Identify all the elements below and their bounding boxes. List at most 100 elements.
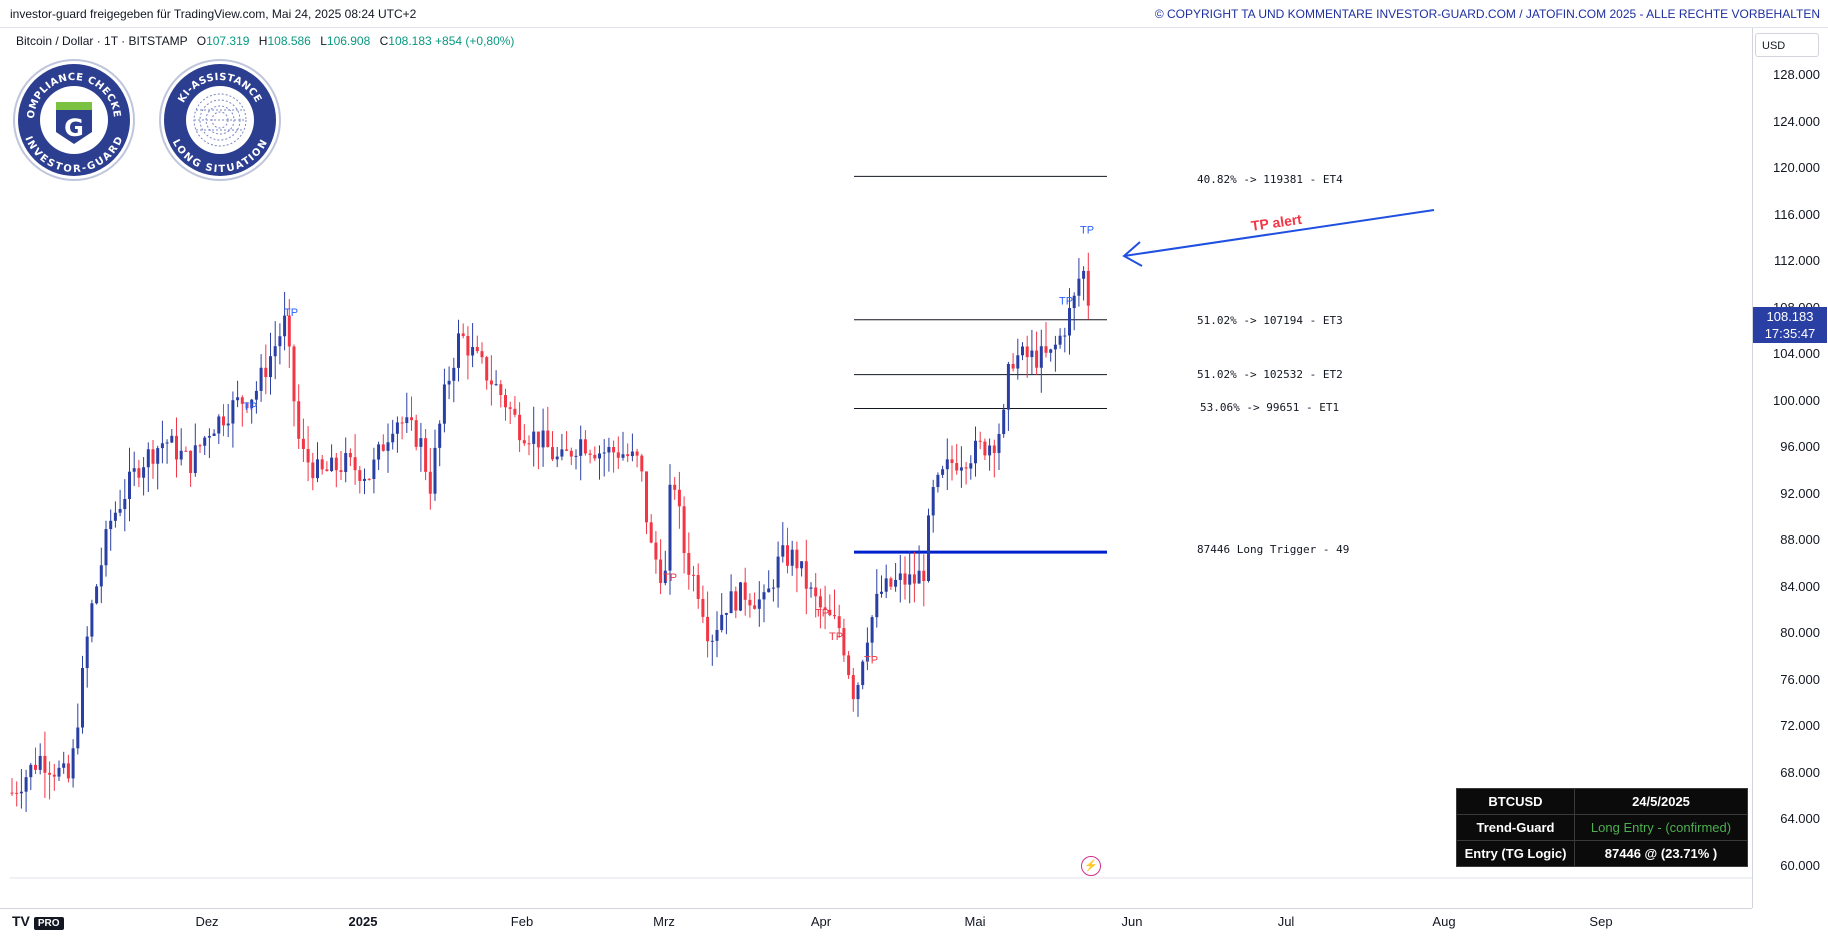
price-tick: 68.000: [1780, 764, 1820, 780]
candle-body: [776, 556, 780, 588]
candle-body: [724, 613, 728, 615]
candle-body: [931, 487, 935, 516]
candle-body: [499, 384, 503, 396]
candle-body: [847, 655, 851, 676]
candle-body: [34, 764, 37, 770]
candle-body: [753, 605, 757, 609]
candle-body: [762, 592, 766, 600]
candle-body: [767, 588, 771, 593]
candle-body: [231, 400, 235, 424]
candle-body: [471, 347, 475, 356]
candle-body: [306, 448, 310, 463]
candle-body: [579, 439, 583, 456]
candle-body: [217, 416, 221, 434]
time-label: Mai: [964, 914, 986, 929]
candle-body: [269, 356, 272, 378]
candle-body: [85, 636, 89, 668]
candle-body: [287, 315, 291, 347]
candle-body: [1035, 350, 1039, 368]
candle-body: [372, 459, 376, 480]
candle-body: [504, 395, 507, 408]
candle-body: [48, 772, 52, 775]
candle-body: [565, 449, 569, 451]
candle-body: [156, 448, 160, 464]
candle-body: [320, 459, 324, 470]
candle-body: [207, 435, 211, 438]
ohlc-legend[interactable]: Bitcoin / Dollar · 1T · BITSTAMP O107.31…: [16, 34, 514, 48]
candle-body: [555, 456, 559, 460]
candle-body: [442, 384, 446, 424]
logo-text: TV: [12, 913, 30, 929]
candle-body: [1016, 355, 1020, 369]
compliance-letter: G: [64, 114, 84, 142]
candle-body: [297, 401, 301, 439]
candle-body: [706, 616, 710, 642]
candle-body: [621, 454, 625, 458]
candle-body: [720, 614, 724, 630]
candle-body: [66, 763, 70, 779]
price-tick: 112.000: [1773, 253, 1820, 268]
candle-body: [137, 468, 141, 478]
price-tick: 128.000: [1773, 67, 1820, 82]
candle-body: [640, 455, 644, 472]
price-axis[interactable]: [1752, 28, 1828, 908]
table-value: 87446 @ (23.71% ): [1574, 840, 1748, 867]
high-label: H: [258, 34, 268, 48]
candle-body: [715, 629, 719, 641]
time-axis[interactable]: [0, 908, 1752, 938]
candle-body: [635, 451, 639, 456]
table-row: Trend-Guard Long Entry - (confirmed): [1456, 814, 1748, 841]
high-value: 108.586: [267, 34, 311, 48]
price-tick: 80.000: [1780, 625, 1820, 640]
table-value: Long Entry - (confirmed): [1574, 814, 1748, 841]
currency-selector[interactable]: USD: [1755, 33, 1819, 57]
candle-body: [175, 435, 178, 460]
candle-body: [574, 455, 578, 457]
candle-body: [151, 449, 155, 464]
candle-body: [1068, 308, 1071, 336]
symbol-name[interactable]: Bitcoin / Dollar · 1T · BITSTAMP: [16, 34, 188, 48]
candle-body: [851, 675, 855, 700]
table-row: Entry (TG Logic) 87446 @ (23.71% ): [1456, 840, 1748, 867]
candle-body: [485, 357, 489, 381]
candle-body: [908, 574, 912, 585]
candle-body: [889, 578, 893, 587]
change-value: +854 (+0,80%): [435, 34, 515, 48]
tp-marker: TP: [1059, 295, 1073, 307]
flash-icon[interactable]: ⚡: [1081, 856, 1101, 876]
price-tick: 96.000: [1780, 439, 1820, 454]
candle-body: [569, 450, 573, 457]
time-label: Dez: [195, 914, 219, 929]
candle-body: [264, 367, 268, 378]
candle-body: [673, 484, 677, 490]
candle-body: [461, 333, 465, 336]
candle-body: [353, 457, 357, 471]
tradingview-logo[interactable]: TV PRO: [12, 913, 64, 930]
candle-body: [1039, 346, 1043, 368]
candle-body: [743, 582, 747, 600]
candle-body: [583, 439, 587, 454]
candle-body: [203, 437, 207, 446]
candle-body: [701, 598, 705, 617]
level-label-et2: 51.02% -> 102532 - ET2: [1197, 368, 1343, 381]
candle-body: [1002, 409, 1006, 435]
candle-body: [828, 609, 832, 616]
price-tick: 92.000: [1780, 485, 1820, 501]
candle-body: [588, 453, 592, 455]
candle-body: [974, 440, 977, 464]
table-key: Entry (TG Logic): [1456, 840, 1575, 867]
candle-body: [1058, 335, 1062, 345]
candle-body: [880, 591, 883, 594]
candle-body: [532, 431, 536, 444]
time-label: Mrz: [653, 914, 675, 929]
candle-body: [301, 438, 305, 449]
candle-body: [1049, 349, 1053, 353]
candle-body: [602, 452, 606, 454]
table-value: 24/5/2025: [1574, 788, 1748, 815]
candle-body: [330, 457, 334, 472]
candle-body: [729, 591, 733, 614]
level-label-et1: 53.06% -> 99651 - ET1: [1200, 401, 1340, 414]
candle-body: [771, 587, 775, 589]
candle-body: [734, 591, 738, 611]
